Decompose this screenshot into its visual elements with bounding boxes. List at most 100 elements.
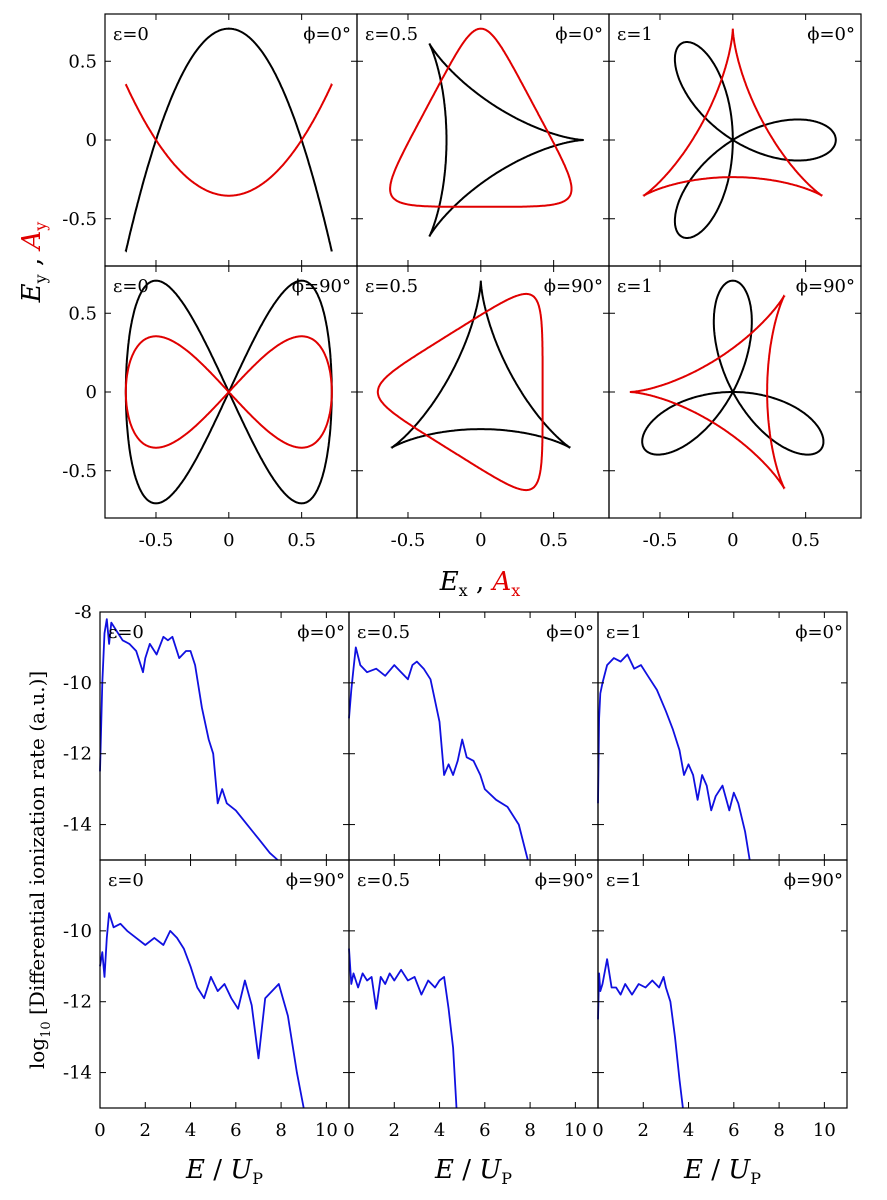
potential-curve <box>642 28 823 197</box>
x-tick-label: 0 <box>592 1120 603 1141</box>
panel-frame <box>608 13 862 267</box>
trajectory-panels: 0.50-0.5ε=0 ϕ=0° ε=0.5 ϕ=0° ε=1 ϕ=0°0.50-0.5-… <box>62 13 862 551</box>
x-tick-label: 4 <box>185 1120 196 1141</box>
spectrum-panel: ε=0.5 ϕ=0° <box>348 611 599 861</box>
panel-frame <box>99 611 350 861</box>
epsilon-label: ε=0 <box>113 276 149 297</box>
phi-label: ϕ=90° <box>292 276 351 297</box>
bottom-y-axis-title: log10 [Differential ionization rate (a.u… <box>25 671 54 1069</box>
phi-label: ϕ=90° <box>286 870 345 891</box>
x-tick-label: 4 <box>434 1120 445 1141</box>
epsilon-label: ε=0 <box>108 870 144 891</box>
trajectory-panel: 0.5 0 -0.5 -0.5 0 0.5 ε=0 ϕ=90° <box>62 265 358 551</box>
spectrum-panel: ε=1 ϕ=0° <box>597 611 848 861</box>
panel-frame <box>356 265 610 519</box>
spectrum-line <box>348 948 458 1109</box>
x-tick-label: 0 <box>475 530 486 551</box>
panel-frame <box>597 859 848 1109</box>
spectrum-panel: 0 2 4 6 8 10 ε=0.5 ϕ=90° <box>343 859 599 1141</box>
x-tick-label: 0 <box>343 1120 354 1141</box>
trajectory-panel: ε=0.5 ϕ=0° <box>356 13 610 267</box>
x-tick-label: 10 <box>315 1120 338 1141</box>
bottom-x-axis-title: E / UP <box>683 1155 761 1188</box>
x-tick-label: 0.5 <box>791 530 820 551</box>
trajectory-panel: ε=1 ϕ=0° <box>608 13 862 267</box>
y-tick-label: -12 <box>63 992 92 1013</box>
epsilon-label: ε=0 <box>113 24 149 45</box>
x-tick-label: 0.5 <box>539 530 568 551</box>
x-tick-label: 8 <box>275 1120 286 1141</box>
phi-label: ϕ=0° <box>807 24 855 45</box>
y-tick-label: -0.5 <box>62 209 97 230</box>
y-tick-label: -10 <box>63 921 92 942</box>
trajectory-panel: -0.5 0 0.5 ε=1 ϕ=90° <box>608 265 862 551</box>
epsilon-label: ε=0.5 <box>357 870 410 891</box>
spectrum-panels: -8 -10 -12 -14 ε=0 ϕ=0° ε=0.5 ϕ=0° ε=1 ϕ=0° -10 -12… <box>63 602 848 1141</box>
x-tick-label: 6 <box>728 1120 739 1141</box>
potential-curve <box>376 292 544 492</box>
y-tick-label: 0 <box>86 382 97 403</box>
spectrum-panel: 0 2 4 6 8 10 ε=1 ϕ=90° <box>592 859 848 1141</box>
x-tick-label: 4 <box>683 1120 694 1141</box>
x-tick-label: -0.5 <box>643 530 678 551</box>
bottom-x-axis-title: E / UP <box>434 1155 512 1188</box>
phi-label: ϕ=90° <box>784 870 843 891</box>
phi-label: ϕ=90° <box>535 870 594 891</box>
potential-curve <box>629 294 786 490</box>
epsilon-label: ε=1 <box>606 870 642 891</box>
epsilon-label: ε=1 <box>606 622 642 643</box>
potential-curve <box>124 83 333 197</box>
field-curve <box>641 279 825 456</box>
field-curve <box>124 27 333 253</box>
spectrum-line <box>597 653 751 861</box>
x-tick-label: 2 <box>389 1120 400 1141</box>
top-y-axis-title: Ey , Ay <box>17 222 50 304</box>
spectrum-panel: -10 -12 -14 0 2 4 6 8 10 ε=0 ϕ=90° <box>63 859 350 1141</box>
x-tick-label: 10 <box>564 1120 587 1141</box>
epsilon-label: ε=0 <box>108 622 144 643</box>
epsilon-label: ε=1 <box>617 24 653 45</box>
x-tick-label: 0 <box>223 530 234 551</box>
phi-label: ϕ=90° <box>544 276 603 297</box>
spectrum-line <box>99 618 279 861</box>
epsilon-label: ε=0.5 <box>365 24 418 45</box>
phi-label: ϕ=0° <box>297 622 345 643</box>
x-tick-label: 0.5 <box>287 530 316 551</box>
panel-frame <box>348 611 599 861</box>
phi-label: ϕ=90° <box>796 276 855 297</box>
y-tick-label: 0 <box>86 130 97 151</box>
spectrum-line <box>597 958 684 1109</box>
y-tick-label: -14 <box>63 815 92 836</box>
y-tick-label: 0.5 <box>68 303 97 324</box>
x-tick-label: 6 <box>479 1120 490 1141</box>
epsilon-label: ε=1 <box>617 276 653 297</box>
panel-frame <box>348 859 599 1109</box>
panel-frame <box>104 265 358 519</box>
y-tick-label: 0.5 <box>68 51 97 72</box>
top-x-axis-title: Ex , Ax <box>439 567 521 600</box>
x-tick-label: 0 <box>727 530 738 551</box>
panel-frame <box>104 13 358 267</box>
field-curve <box>428 42 584 238</box>
x-tick-label: 8 <box>773 1120 784 1141</box>
x-tick-label: 8 <box>524 1120 535 1141</box>
phi-label: ϕ=0° <box>795 622 843 643</box>
phi-label: ϕ=0° <box>555 24 603 45</box>
y-tick-label: -10 <box>63 673 92 694</box>
trajectory-panel: 0.5 0 -0.5 ε=0 ϕ=0° <box>62 13 358 267</box>
x-tick-label: -0.5 <box>139 530 174 551</box>
x-tick-label: 2 <box>140 1120 151 1141</box>
phi-label: ϕ=0° <box>303 24 351 45</box>
x-tick-label: 0 <box>94 1120 105 1141</box>
y-tick-label: -8 <box>74 602 92 623</box>
x-tick-label: 10 <box>813 1120 836 1141</box>
y-tick-label: -0.5 <box>62 461 97 482</box>
x-tick-label: -0.5 <box>391 530 426 551</box>
epsilon-label: ε=0.5 <box>357 622 410 643</box>
x-tick-label: 6 <box>230 1120 241 1141</box>
spectrum-line <box>348 646 529 861</box>
bottom-x-axis-title: E / UP <box>185 1155 263 1188</box>
potential-curve <box>389 27 573 208</box>
potential-curve <box>124 335 333 449</box>
